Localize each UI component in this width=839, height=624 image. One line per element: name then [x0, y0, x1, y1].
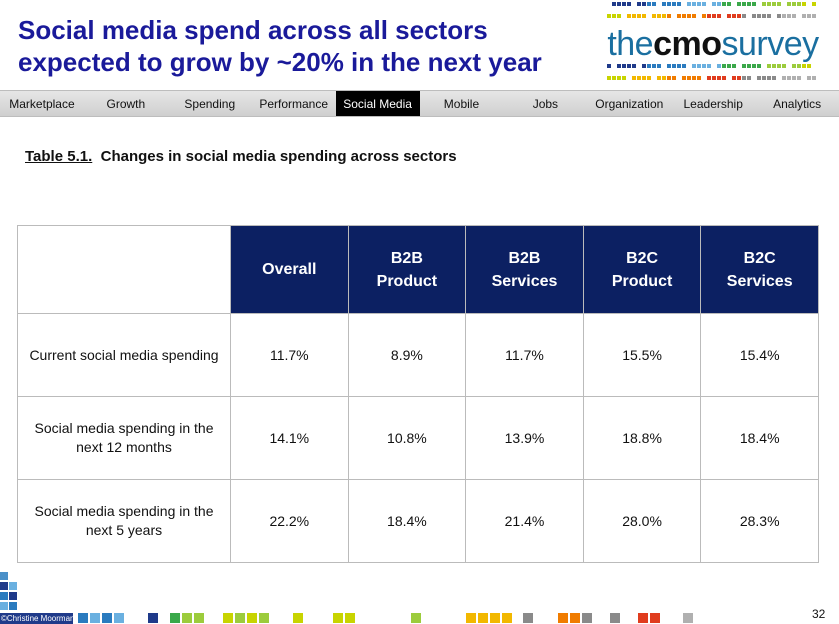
logo-bold: cmo — [653, 25, 722, 63]
nav-tab-mobile[interactable]: Mobile — [419, 91, 504, 116]
headline-line-2: expected to grow by ~20% in the next yea… — [18, 47, 542, 77]
nav-tab-performance[interactable]: Performance — [251, 91, 336, 116]
column-header-text: B2B — [508, 249, 541, 267]
table-row: Social media spending in the next 12 mont… — [17, 396, 819, 480]
table-cell: 8.9% — [347, 313, 467, 397]
table-cell: 21.4% — [465, 479, 584, 563]
table-cell: 10.8% — [347, 396, 467, 480]
slide-headline: Social media spend across all sectors ex… — [18, 14, 608, 78]
table-corner-cell — [17, 225, 231, 314]
table-cell: 18.4% — [347, 479, 467, 563]
column-header-text: Product — [376, 272, 438, 290]
nav-tab-analytics[interactable]: Analytics — [755, 91, 839, 116]
table-cell: 22.2% — [230, 479, 349, 563]
nav-tab-jobs[interactable]: Jobs — [503, 91, 588, 116]
logo-suffix: survey — [721, 25, 820, 63]
table-cell: 13.9% — [465, 396, 584, 480]
table-cell: 14.1% — [230, 396, 349, 480]
section-nav: Marketplace Growth Spending Performance Soci… — [0, 90, 839, 117]
table-row: Social media spending in the next 5 years… — [17, 479, 819, 563]
column-header-text: Product — [611, 272, 673, 290]
logo-mosaic-bottom — [607, 64, 819, 86]
table-title: Table 5.1. Changes in social media spend… — [25, 148, 457, 165]
decor-squares-left — [0, 572, 24, 612]
column-header: B2B Product — [347, 225, 467, 314]
table-cell: 11.7% — [465, 313, 584, 397]
table-caption: Changes in social media spending across … — [100, 148, 457, 165]
nav-tab-organization[interactable]: Organization — [587, 91, 672, 116]
column-header-text: B2C — [626, 249, 659, 267]
page-number: 32 — [812, 607, 826, 621]
column-header-text: B2B — [390, 249, 423, 267]
row-label: Social media spending in the next 12 mont… — [17, 396, 231, 480]
row-label-text: Social media spending in the — [34, 503, 214, 519]
table-cell: 15.5% — [582, 313, 702, 397]
table-cell: 18.4% — [700, 396, 819, 480]
table-row: Current social media spending 11.7% 8.9% 11… — [17, 313, 819, 397]
column-header-text: Overall — [262, 261, 317, 278]
table-cell: 11.7% — [230, 313, 349, 397]
headline-line-1: Social media spend across all sectors — [18, 15, 488, 45]
table-cell: 28.3% — [700, 479, 819, 563]
nav-tab-spending[interactable]: Spending — [167, 91, 252, 116]
column-header: B2C Product — [582, 225, 702, 314]
table-cell: 15.4% — [700, 313, 819, 397]
row-label-text: Social media spending in the — [34, 420, 214, 436]
table-cell: 28.0% — [582, 479, 702, 563]
spending-table: Overall B2B Product B2B Services B2C Product B2… — [17, 225, 819, 563]
row-label: Current social media spending — [17, 313, 231, 397]
column-header-text: Services — [491, 272, 558, 290]
decor-squares-footer — [78, 613, 758, 624]
nav-tab-marketplace[interactable]: Marketplace — [0, 91, 84, 116]
copyright-credit: ©Christine Moorman — [0, 613, 75, 624]
column-header: Overall — [230, 225, 349, 314]
column-header-text: Services — [726, 272, 793, 290]
table-number: Table 5.1. — [25, 148, 93, 165]
row-label-text: next 12 months — [76, 439, 172, 455]
row-label: Social media spending in the next 5 years — [17, 479, 231, 563]
row-label-text: Current social media spending — [29, 346, 219, 363]
logo-mosaic-top — [607, 2, 819, 24]
column-header: B2B Services — [465, 225, 584, 314]
cmo-survey-logo: thecmosurvey — [607, 2, 819, 86]
column-header-text: B2C — [743, 249, 776, 267]
table-cell: 18.8% — [582, 396, 702, 480]
nav-tab-leadership[interactable]: Leadership — [671, 91, 756, 116]
column-header: B2C Services — [700, 225, 819, 314]
logo-prefix: the — [607, 25, 654, 63]
nav-tab-social-media[interactable]: Social Media — [335, 91, 420, 116]
table-header-row: Overall B2B Product B2B Services B2C Product B2… — [17, 225, 819, 314]
nav-tab-growth[interactable]: Growth — [83, 91, 168, 116]
row-label-text: next 5 years — [85, 522, 163, 538]
logo-wordmark: thecmosurvey — [607, 24, 819, 64]
